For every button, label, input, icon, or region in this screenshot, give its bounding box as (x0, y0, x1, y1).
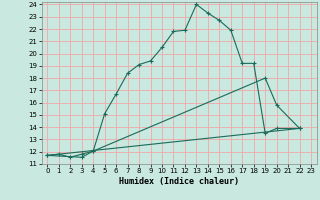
X-axis label: Humidex (Indice chaleur): Humidex (Indice chaleur) (119, 177, 239, 186)
